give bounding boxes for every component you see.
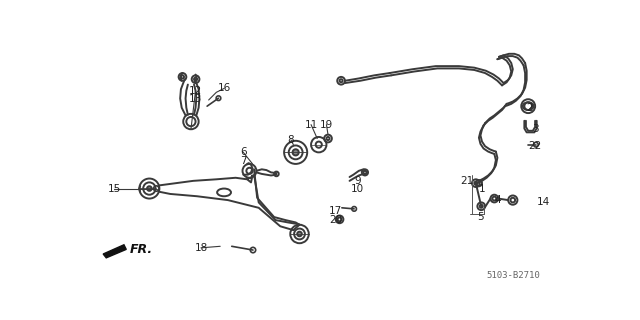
Text: 5103-B2710: 5103-B2710 bbox=[486, 271, 540, 280]
Text: 11: 11 bbox=[305, 120, 317, 130]
Text: 21: 21 bbox=[460, 176, 473, 186]
Circle shape bbox=[147, 186, 152, 191]
Text: 7: 7 bbox=[240, 156, 246, 166]
Text: 19: 19 bbox=[320, 120, 333, 130]
Text: 20: 20 bbox=[329, 215, 342, 225]
Text: 13: 13 bbox=[189, 94, 202, 104]
Text: 4: 4 bbox=[494, 195, 500, 205]
Text: 22: 22 bbox=[529, 141, 541, 151]
Text: 14: 14 bbox=[537, 196, 550, 207]
Text: 9: 9 bbox=[354, 176, 360, 186]
Circle shape bbox=[292, 149, 299, 156]
Polygon shape bbox=[103, 245, 126, 258]
Text: 8: 8 bbox=[288, 135, 294, 145]
Circle shape bbox=[297, 232, 302, 236]
Text: 18: 18 bbox=[195, 243, 207, 253]
Text: FR.: FR. bbox=[129, 243, 152, 256]
Text: 2: 2 bbox=[527, 103, 533, 113]
Text: 5: 5 bbox=[477, 212, 484, 222]
Text: 17: 17 bbox=[329, 206, 342, 216]
Text: 10: 10 bbox=[351, 184, 364, 194]
Text: 15: 15 bbox=[108, 184, 120, 194]
Text: 6: 6 bbox=[240, 147, 246, 157]
Text: 1: 1 bbox=[479, 184, 485, 194]
Text: 3: 3 bbox=[532, 124, 538, 134]
Text: 16: 16 bbox=[218, 84, 230, 93]
Text: 12: 12 bbox=[189, 86, 202, 96]
